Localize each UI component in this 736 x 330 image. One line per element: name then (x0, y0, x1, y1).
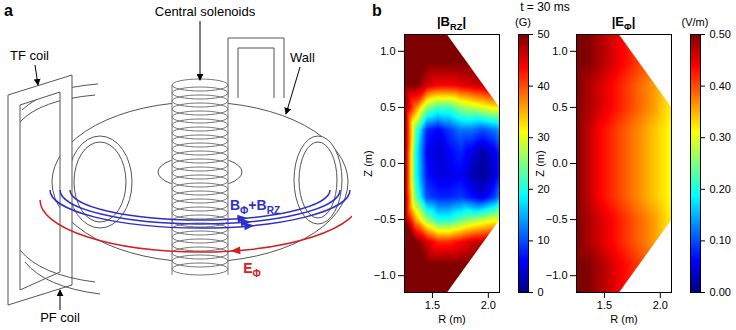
svg-text:1.5: 1.5 (597, 299, 612, 311)
svg-text:(G): (G) (515, 16, 531, 28)
svg-text:0.00: 0.00 (710, 286, 731, 298)
svg-text:0.0: 0.0 (380, 157, 395, 169)
svg-text:PF coil: PF coil (40, 310, 80, 325)
svg-text:0.5: 0.5 (552, 101, 567, 113)
svg-text:0.5: 0.5 (380, 101, 395, 113)
svg-text:Wall: Wall (290, 50, 315, 65)
svg-text:0.50: 0.50 (710, 28, 731, 40)
svg-text:−0.5: −0.5 (374, 213, 396, 225)
svg-text:0: 0 (538, 286, 544, 298)
svg-text:t = 30 ms: t = 30 ms (520, 0, 570, 14)
svg-text:30: 30 (538, 131, 550, 143)
svg-text:40: 40 (538, 80, 550, 92)
svg-text:1.0: 1.0 (380, 45, 395, 57)
svg-text:0.20: 0.20 (710, 183, 731, 195)
svg-text:b: b (372, 2, 382, 19)
svg-text:Z (m): Z (m) (534, 150, 546, 176)
svg-text:Central solenoids: Central solenoids (155, 4, 256, 19)
svg-text:1.5: 1.5 (425, 299, 440, 311)
svg-text:R (m): R (m) (610, 313, 638, 325)
svg-text:−0.5: −0.5 (546, 213, 568, 225)
svg-text:10: 10 (538, 234, 550, 246)
svg-text:(V/m): (V/m) (682, 16, 709, 28)
svg-text:EΦ: EΦ (243, 260, 261, 279)
svg-text:BΦ+BRZ: BΦ+BRZ (230, 197, 280, 216)
svg-text:a: a (4, 2, 13, 19)
svg-text:R (m): R (m) (438, 313, 466, 325)
svg-text:|BRZ|: |BRZ| (437, 14, 466, 32)
svg-text:TF coil: TF coil (10, 48, 49, 63)
svg-text:−1.0: −1.0 (546, 269, 568, 281)
svg-text:1.0: 1.0 (552, 45, 567, 57)
svg-text:0.0: 0.0 (552, 157, 567, 169)
svg-text:|EΦ|: |EΦ| (612, 14, 636, 32)
svg-text:0.10: 0.10 (710, 234, 731, 246)
svg-text:20: 20 (538, 183, 550, 195)
svg-text:0.30: 0.30 (710, 131, 731, 143)
svg-text:Z (m): Z (m) (362, 150, 374, 176)
svg-text:50: 50 (538, 28, 550, 40)
svg-text:2.0: 2.0 (653, 299, 668, 311)
svg-text:0.40: 0.40 (710, 80, 731, 92)
svg-text:−1.0: −1.0 (374, 269, 396, 281)
svg-text:2.0: 2.0 (481, 299, 496, 311)
